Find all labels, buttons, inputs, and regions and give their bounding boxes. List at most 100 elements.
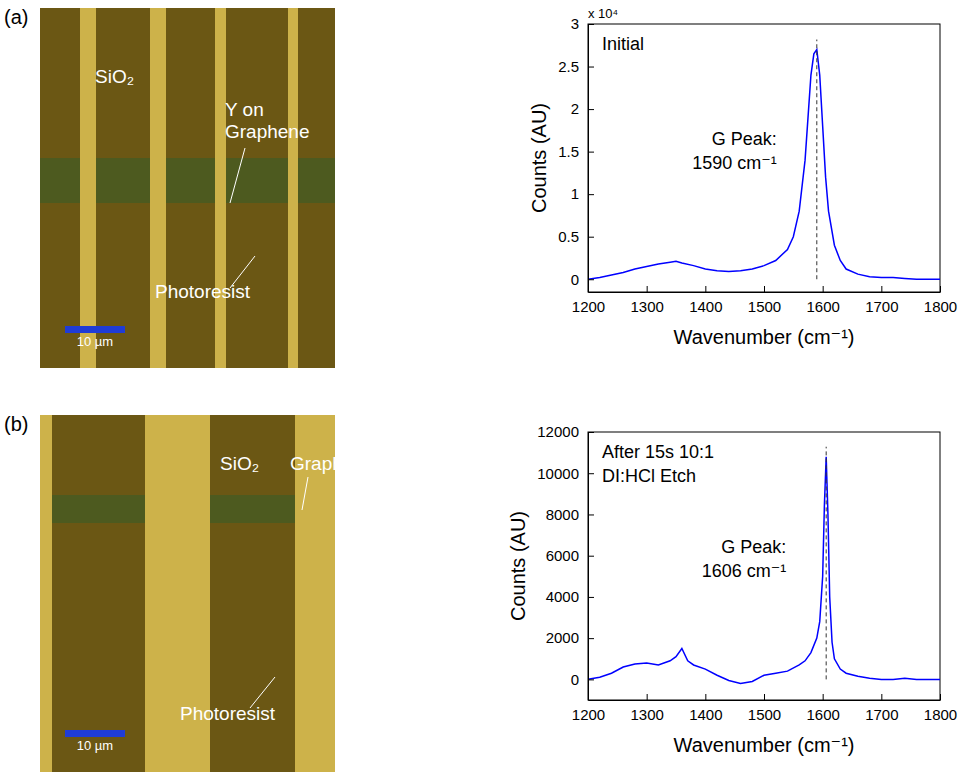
data-layer (588, 447, 940, 684)
y-tick-label: 2.5 (558, 58, 579, 75)
micrograph-label: Y on (225, 99, 264, 120)
x-tick-mark (940, 694, 941, 700)
micrograph-label: Photoresist (155, 281, 251, 302)
y-tick: 2.5 (558, 58, 594, 75)
x-tick-mark (940, 286, 941, 292)
leader-line (230, 148, 245, 203)
y-tick-label: 0 (571, 671, 579, 688)
y-tick-label: 1.5 (558, 143, 579, 160)
x-tick-label: 1400 (689, 298, 722, 315)
x-tick-mark (647, 286, 648, 292)
y-axis: 0 0.5 1 1.5 2 2.5 3 (558, 15, 594, 292)
x-tick-label: 1400 (689, 706, 722, 723)
panel-label: (b) (4, 413, 28, 435)
photoresist-stripe (80, 8, 96, 368)
x-tick-label: 1500 (748, 298, 781, 315)
y-tick: 0 (571, 671, 594, 688)
y-tick-mark (588, 152, 594, 153)
y-tick-label: 3 (571, 15, 579, 32)
x-tick: 1800 (924, 694, 957, 723)
x-tick-label: 1200 (572, 298, 605, 315)
x-tick: 1400 (689, 286, 722, 315)
annotation: After 15s 10:1 (602, 442, 714, 462)
y-tick-mark (588, 473, 594, 474)
x-tick: 1600 (806, 286, 839, 315)
plot-frame (588, 432, 940, 700)
substrate (40, 8, 335, 368)
photoresist-stripe (40, 415, 52, 772)
x-tick-mark (705, 286, 706, 292)
y-tick-mark (588, 279, 594, 280)
x-axis-line (589, 700, 941, 701)
y-tick-label: 0 (571, 271, 579, 288)
y-tick-label: 8000 (546, 506, 579, 523)
scale-bar (65, 730, 125, 737)
y-tick: 0 (571, 271, 594, 288)
x-tick-mark (705, 694, 706, 700)
y-tick-label: 1 (571, 185, 579, 202)
y-axis: 020004000600080001000012000 (537, 423, 594, 700)
y-tick-mark (588, 67, 594, 68)
photoresist-stripe (288, 8, 298, 368)
y-tick-mark (588, 597, 594, 598)
y-tick: 0.5 (558, 228, 594, 245)
x-tick: 1700 (865, 286, 898, 315)
peak-marker (816, 40, 817, 280)
x-tick-mark (881, 286, 882, 292)
panel-label: (a) (4, 6, 28, 28)
y-tick-mark (588, 237, 594, 238)
micrograph-label: SiO₂ (220, 453, 259, 474)
peak-label: 1606 cm⁻¹ (702, 561, 787, 581)
peak-marker (826, 447, 827, 680)
micrograph-label: Graphene (225, 121, 310, 142)
y-tick: 6000 (546, 547, 594, 564)
x-tick: 1400 (689, 694, 722, 723)
y-tick: 2 (571, 100, 594, 117)
y-axis-line (588, 25, 589, 293)
y-tick-mark (588, 24, 594, 25)
scale-bar (65, 326, 125, 333)
y-tick-mark (588, 556, 594, 557)
y-tick: 1 (571, 185, 594, 202)
y-tick-label: 0.5 (558, 228, 579, 245)
x-tick-mark (881, 694, 882, 700)
y-tick-mark (588, 109, 594, 110)
y-tick-mark (588, 194, 594, 195)
x-tick-label: 1600 (806, 298, 839, 315)
y-axis-title: Counts (AU) (528, 103, 550, 213)
annotation: Initial (602, 34, 644, 54)
x-tick-mark (647, 694, 648, 700)
micrograph: SiO₂GraphenePhotoresist10 µm (40, 415, 375, 772)
annotation: DI:HCl Etch (602, 466, 696, 486)
spectrum-line (588, 457, 940, 684)
y-tick: 10000 (537, 465, 594, 482)
x-tick: 1800 (924, 286, 957, 315)
peak-label: 1590 cm⁻¹ (692, 153, 777, 173)
y-tick-label: 10000 (537, 465, 579, 482)
micrograph-label: Photoresist (180, 703, 276, 724)
photoresist-stripe (150, 8, 166, 368)
y-tick-label: 12000 (537, 423, 579, 440)
x-tick-label: 1500 (748, 706, 781, 723)
figure: (a) SiO₂ Y onGraphene Photoresist 10 µm (b) Si… (0, 0, 972, 780)
x-axis: 1200130014001500160017001800 (572, 286, 957, 315)
y-multiplier: x 10⁴ (588, 6, 618, 21)
x-tick-label: 1800 (924, 706, 957, 723)
x-tick-label: 1800 (924, 298, 957, 315)
leader-line (302, 477, 308, 510)
micrograph-label: SiO₂ (95, 66, 134, 87)
x-tick-mark (823, 694, 824, 700)
y-tick-mark (588, 679, 594, 680)
peak-label: G Peak: (712, 129, 777, 149)
photoresist-stripe (215, 8, 226, 368)
y-tick: 12000 (537, 423, 594, 440)
y-tick-label: 2 (571, 100, 579, 117)
x-tick-label: 1300 (630, 706, 663, 723)
y-tick: 1.5 (558, 143, 594, 160)
x-tick-mark (764, 286, 765, 292)
x-tick-label: 1700 (865, 706, 898, 723)
x-tick-mark (823, 286, 824, 292)
chart: G Peak:1590 cm⁻¹Initial12001300140015001… (528, 6, 957, 348)
scale-bar-label: 10 µm (77, 334, 113, 349)
y-tick-label: 2000 (546, 629, 579, 646)
